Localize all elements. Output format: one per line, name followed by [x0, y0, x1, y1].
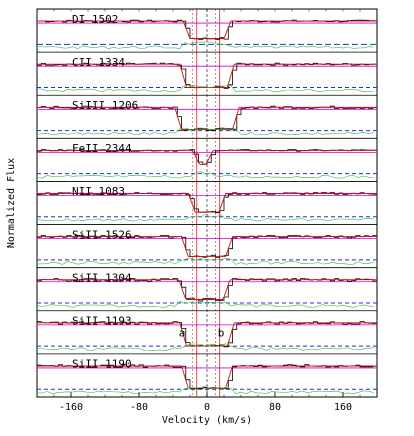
model-fit — [37, 193, 377, 213]
ion-label: SiIII 1206 — [72, 99, 138, 112]
ion-label: SiII 1304 — [72, 271, 132, 284]
residual-trace — [36, 171, 374, 179]
model-fit — [37, 149, 377, 165]
model-fit — [37, 63, 377, 88]
ion-label: SiII 1193 — [72, 315, 132, 328]
x-axis-label: Velocity (km/s) — [162, 415, 252, 426]
x-tick-label: 0 — [204, 402, 210, 413]
residual-trace — [36, 214, 374, 222]
x-tick-label: -160 — [59, 402, 83, 413]
residual-trace — [36, 127, 374, 136]
x-tick-label: 160 — [334, 402, 352, 413]
model-fit — [37, 106, 377, 130]
component-label-b: b — [218, 326, 225, 339]
y-axis-label: Normalized Flux — [6, 158, 17, 248]
model-fit — [37, 322, 377, 347]
ion-label: DI 1502 — [72, 13, 118, 26]
ion-label: CII 1334 — [72, 56, 125, 69]
ion-label: NII 1083 — [72, 185, 125, 198]
x-tick-label: 80 — [269, 402, 281, 413]
residual-trace — [36, 300, 374, 308]
ion-label: FeII 2344 — [72, 142, 132, 155]
component-label-a: a — [179, 326, 186, 339]
model-fit — [37, 20, 377, 39]
residual-trace — [36, 386, 374, 395]
residual-trace — [36, 84, 374, 93]
residual-trace — [36, 41, 374, 50]
residual-trace — [36, 257, 374, 265]
flux-spectrum — [37, 149, 378, 165]
residual-trace — [36, 343, 374, 351]
model-fit — [37, 236, 377, 257]
ion-label: SiII 1526 — [72, 228, 132, 241]
model-fit — [37, 279, 377, 300]
ion-label: SiII 1190 — [72, 358, 132, 371]
x-tick-label: -80 — [130, 402, 148, 413]
